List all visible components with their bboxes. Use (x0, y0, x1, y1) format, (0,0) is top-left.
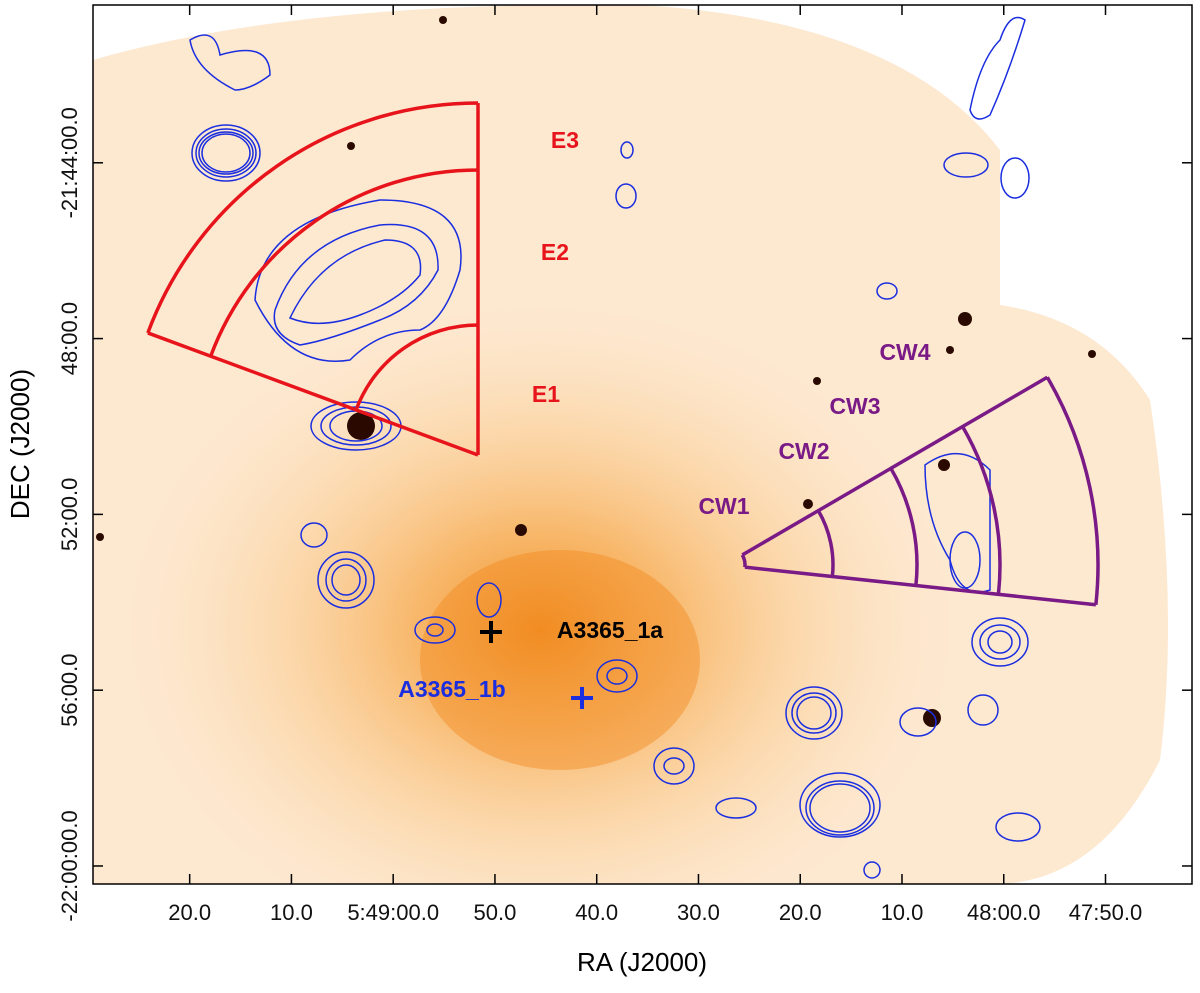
x-tick-label: 10.0 (270, 900, 313, 925)
x-tick-label: 20.0 (779, 900, 822, 925)
x-tick-label: 47:50.0 (1069, 900, 1142, 925)
y-tick-label: -22:00:00.0 (57, 810, 82, 921)
annotation: A3365_1a (557, 617, 663, 643)
x-tick-label: 30.0 (677, 900, 720, 925)
annotation: E1 (532, 381, 560, 407)
plot-frame (92, 4, 1193, 885)
annotation: CW1 (698, 493, 749, 519)
region-sector (740, 375, 1100, 607)
y-tick-label: 48:00.0 (57, 302, 82, 375)
region-sector (146, 101, 480, 457)
x-tick-label: 20.0 (168, 900, 211, 925)
x-tick-label: 40.0 (575, 900, 618, 925)
x-tick-label: 50.0 (474, 900, 517, 925)
x-tick-label: 10.0 (881, 900, 924, 925)
annotation: CW2 (778, 438, 829, 464)
sky-image (93, 5, 1168, 884)
y-axis-title: DEC (J2000) (5, 369, 35, 519)
annotation: E3 (551, 127, 579, 153)
annotation: CW3 (829, 393, 880, 419)
x-tick-label: 48:00.0 (967, 900, 1040, 925)
annotation: A3365_1b (398, 676, 505, 702)
y-tick-label: -21:44:00.0 (57, 107, 82, 218)
y-tick-label: 52:00.0 (57, 478, 82, 551)
annotation: CW4 (879, 339, 930, 365)
annotation: E2 (541, 239, 569, 265)
y-tick-label: 56:00.0 (57, 653, 82, 726)
markers (480, 621, 593, 709)
x-axis-title: RA (J2000) (577, 947, 707, 977)
x-tick-label: 5:49:00.0 (347, 900, 439, 925)
